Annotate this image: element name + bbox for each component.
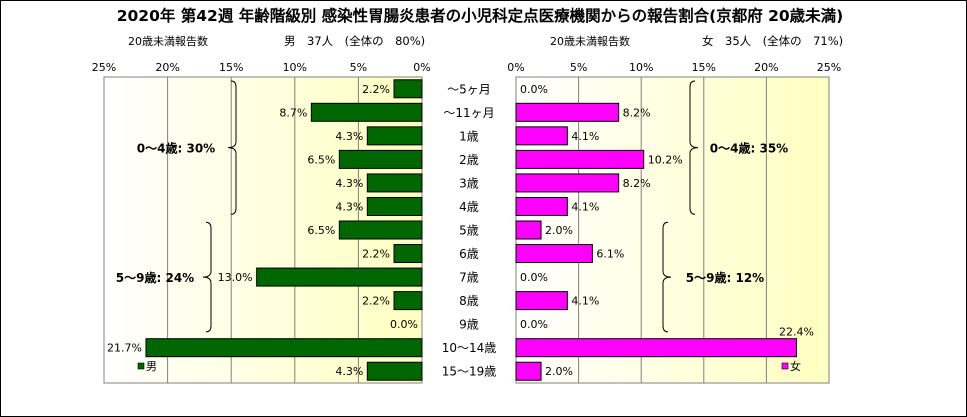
- male-bar: [366, 196, 423, 216]
- female-value-label: 0.0%: [520, 271, 548, 284]
- male-bar: [393, 291, 423, 311]
- male-bar: [393, 244, 423, 264]
- category-label: 2歳: [459, 153, 479, 167]
- male-legend-swatch: [137, 362, 145, 370]
- male-value-label: 13.0%: [218, 271, 253, 284]
- category-label: 8歳: [459, 294, 479, 308]
- category-label: 3歳: [459, 176, 479, 190]
- female-value-label: 2.0%: [545, 224, 573, 237]
- male-value-label: 4.3%: [335, 200, 363, 213]
- female-value-label: 10.2%: [648, 153, 683, 166]
- chart-title: 2020年 第42週 年齢階級別 感染性胃腸炎患者の小児科定点医療機関からの報告…: [117, 6, 844, 25]
- male-tick-label-4: 20%: [155, 61, 179, 74]
- female-bar: [515, 338, 797, 358]
- female-bar: [515, 291, 568, 311]
- female-bar: [515, 126, 568, 146]
- female-header-right: 女 35人 (全体の 71%): [702, 34, 843, 48]
- category-label: 9歳: [459, 318, 479, 332]
- female-value-label: 6.1%: [596, 248, 624, 261]
- male-value-label: 2.2%: [362, 83, 390, 96]
- male-tick-label-3: 15%: [219, 61, 243, 74]
- female-value-label: 8.2%: [623, 177, 651, 190]
- female-tick-label-2: 10%: [629, 61, 653, 74]
- category-label: 10～14歳: [442, 341, 497, 355]
- female-value-label: 22.4%: [779, 326, 814, 339]
- female-bar: [515, 196, 568, 216]
- female-group-label: 0～4歳: 35%: [710, 141, 788, 156]
- male-value-label: 8.7%: [279, 106, 307, 119]
- female-legend-swatch: [781, 362, 789, 370]
- female-value-label: 0.0%: [520, 318, 548, 331]
- female-value-label: 2.0%: [545, 365, 573, 378]
- category-label: 15～19歳: [442, 365, 497, 379]
- male-legend-label: 男: [146, 360, 157, 373]
- male-tick-label-5: 25%: [92, 61, 116, 74]
- female-value-label: 8.2%: [623, 106, 651, 119]
- male-bar: [366, 126, 423, 146]
- male-header-right: 男 37人 (全体の 80%): [284, 34, 425, 48]
- male-bar: [338, 220, 423, 240]
- female-header-left: 20歳未満報告数: [550, 35, 630, 48]
- female-bar: [515, 361, 542, 381]
- male-tick-label-2: 10%: [283, 61, 307, 74]
- category-label: 6歳: [459, 247, 479, 261]
- category-label: ～5ヶ月: [447, 82, 491, 96]
- female-legend-label: 女: [790, 359, 801, 373]
- female-tick-label-4: 20%: [754, 61, 778, 74]
- male-group-brace: [227, 80, 237, 215]
- male-bar: [338, 149, 423, 169]
- male-header-left: 20歳未満報告数: [128, 35, 208, 48]
- female-tick-label-5: 25%: [817, 61, 841, 74]
- female-tick-label-3: 15%: [692, 61, 716, 74]
- male-tick-label-1: 5%: [350, 61, 367, 74]
- female-value-label: 4.1%: [571, 130, 599, 143]
- male-value-label: 2.2%: [362, 248, 390, 261]
- male-group-label: 5～9歳: 24%: [116, 270, 194, 285]
- female-plot-area: [515, 76, 830, 384]
- male-value-label: 21.7%: [107, 342, 142, 355]
- male-group-label: 0～4歳: 30%: [137, 141, 215, 156]
- category-label: 4歳: [459, 200, 479, 214]
- male-value-label: 0.0%: [390, 318, 418, 331]
- male-group-brace: [202, 221, 212, 333]
- female-tick-label-0: 0%: [507, 61, 524, 74]
- female-bar: [515, 244, 593, 264]
- male-value-label: 4.3%: [335, 130, 363, 143]
- category-label: 7歳: [459, 271, 479, 285]
- male-bar: [393, 79, 423, 99]
- female-group-label: 5～9歳: 12%: [686, 270, 764, 285]
- female-tick-label-1: 5%: [570, 61, 587, 74]
- male-bar: [310, 102, 423, 122]
- category-label: 1歳: [459, 129, 479, 143]
- male-value-label: 4.3%: [335, 365, 363, 378]
- female-value-label: 0.0%: [520, 83, 548, 96]
- male-bar: [256, 267, 423, 287]
- female-group-brace: [689, 80, 699, 215]
- male-value-label: 6.5%: [307, 224, 335, 237]
- male-bar: [366, 173, 423, 193]
- category-label: ～11ヶ月: [443, 106, 494, 120]
- male-tick-label-0: 0%: [413, 61, 430, 74]
- male-value-label: 4.3%: [335, 177, 363, 190]
- female-value-label: 4.1%: [571, 200, 599, 213]
- male-bar: [145, 338, 423, 358]
- male-value-label: 6.5%: [307, 153, 335, 166]
- male-value-label: 2.2%: [362, 295, 390, 308]
- female-bar: [515, 102, 620, 122]
- category-label: 5歳: [459, 224, 479, 238]
- female-group-brace: [662, 221, 672, 333]
- female-bar: [515, 173, 620, 193]
- female-bar: [515, 220, 542, 240]
- male-bar: [366, 361, 423, 381]
- female-value-label: 4.1%: [571, 295, 599, 308]
- female-bar: [515, 149, 645, 169]
